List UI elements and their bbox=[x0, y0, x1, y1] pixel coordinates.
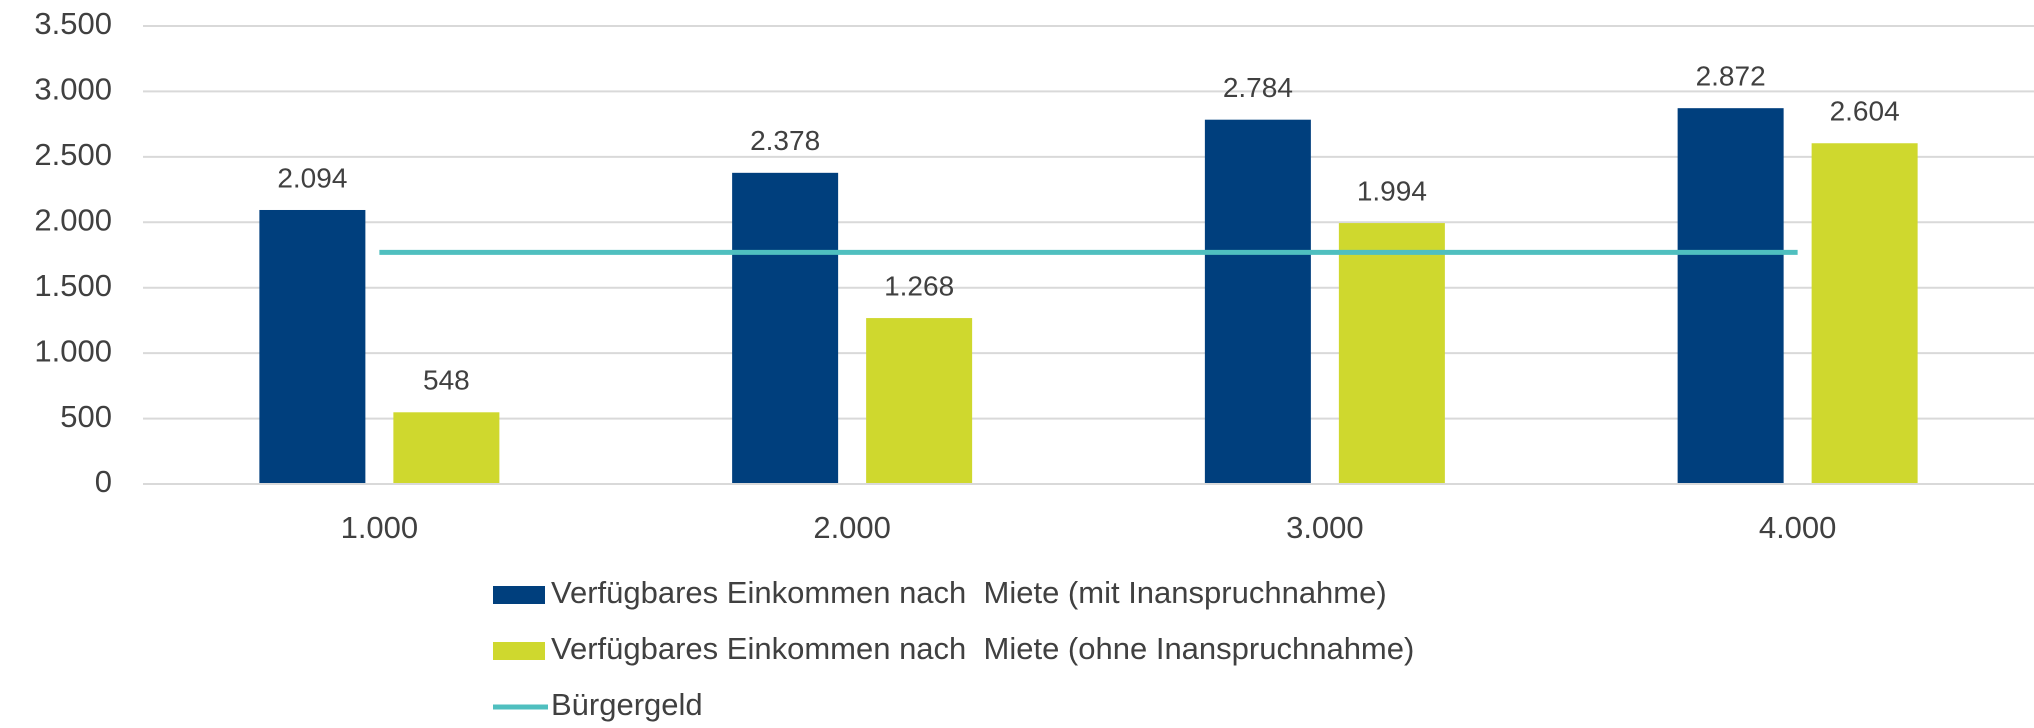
y-tick-label: 2.000 bbox=[34, 202, 112, 237]
y-tick-label: 1.000 bbox=[34, 333, 112, 368]
bar bbox=[866, 318, 973, 484]
x-tick-label: 2.000 bbox=[813, 510, 891, 545]
bar bbox=[1338, 223, 1445, 484]
legend-swatch bbox=[493, 642, 545, 660]
legend-label: Bürgergeld bbox=[551, 687, 703, 722]
data-label: 548 bbox=[423, 365, 470, 396]
y-tick-label: 3.500 bbox=[34, 6, 112, 41]
x-tick-label: 4.000 bbox=[1759, 510, 1837, 545]
legend-swatch bbox=[493, 586, 545, 604]
data-label: 2.378 bbox=[750, 125, 820, 156]
bar bbox=[259, 209, 366, 484]
x-tick-label: 1.000 bbox=[341, 510, 419, 545]
bar bbox=[393, 412, 500, 484]
bar bbox=[1811, 143, 1918, 485]
y-tick-label: 3.000 bbox=[34, 72, 112, 107]
bar bbox=[732, 172, 839, 484]
data-label: 1.994 bbox=[1357, 175, 1427, 206]
data-label: 2.784 bbox=[1223, 72, 1293, 103]
y-tick-label: 1.500 bbox=[34, 268, 112, 303]
legend-label: Verfügbares Einkommen nach Miete (mit In… bbox=[551, 575, 1387, 610]
bar bbox=[1204, 119, 1311, 484]
data-label: 1.268 bbox=[884, 270, 954, 301]
y-tick-label: 2.500 bbox=[34, 137, 112, 172]
y-tick-label: 500 bbox=[60, 399, 112, 434]
bar bbox=[1677, 108, 1784, 484]
legend-label: Verfügbares Einkommen nach Miete (ohne I… bbox=[551, 631, 1414, 666]
data-label: 2.872 bbox=[1696, 61, 1766, 92]
data-label: 2.094 bbox=[277, 162, 347, 193]
x-tick-label: 3.000 bbox=[1286, 510, 1364, 545]
data-label: 2.604 bbox=[1830, 96, 1900, 127]
y-tick-label: 0 bbox=[95, 464, 112, 499]
